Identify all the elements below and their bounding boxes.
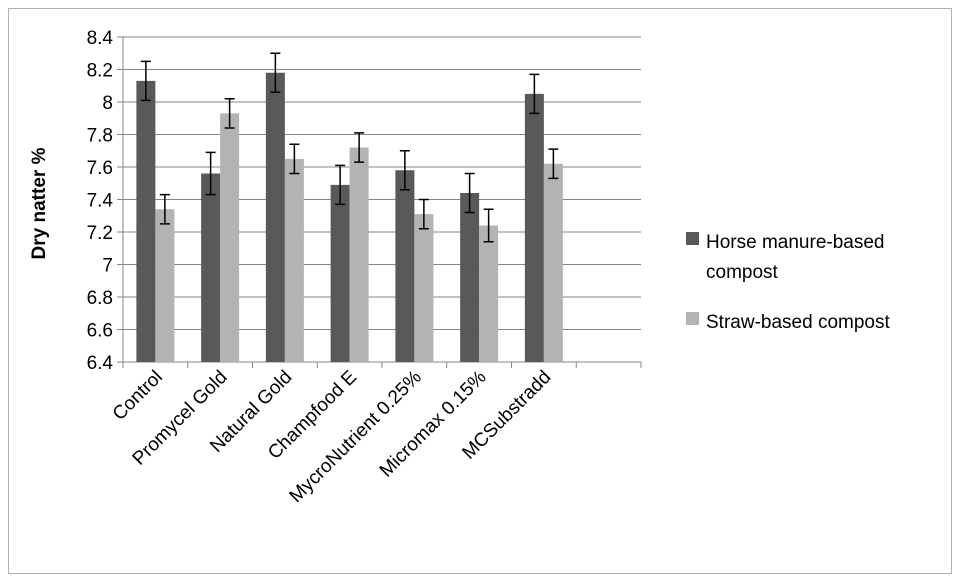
bar-horse-manure (330, 184, 350, 362)
bar-horse-manure (460, 193, 480, 362)
bar-straw (414, 214, 434, 362)
bar-straw (349, 147, 369, 362)
legend-swatch (686, 232, 699, 245)
y-tick-label: 6.4 (87, 353, 114, 374)
bar-straw (155, 209, 175, 362)
y-axis-title: Dry natter % (29, 147, 50, 259)
y-tick-label: 7 (102, 256, 113, 277)
legend-label: compost (706, 262, 779, 283)
bar-horse-manure (265, 72, 285, 362)
y-tick-label: 8.4 (87, 28, 114, 49)
bar-horse-manure (201, 173, 221, 362)
y-tick-label: 6.8 (87, 288, 113, 309)
bar-horse-manure (136, 80, 156, 362)
y-tick-label: 7.2 (87, 223, 113, 244)
y-tick-label: 7.6 (87, 158, 113, 179)
y-tick-label: 7.4 (87, 191, 114, 212)
bar-straw (479, 225, 499, 362)
bar-horse-manure (524, 93, 544, 362)
legend-swatch (686, 312, 699, 325)
bar-straw (543, 163, 563, 362)
y-tick-label: 8 (102, 93, 113, 114)
legend-label: Horse manure-based (706, 232, 884, 253)
bar-straw (220, 113, 240, 362)
y-tick-label: 6.6 (87, 321, 113, 342)
y-tick-label: 8.2 (87, 61, 113, 82)
y-tick-label: 7.8 (87, 126, 113, 147)
legend-label: Straw-based compost (706, 312, 890, 333)
x-tick-label: Control (109, 367, 167, 425)
bar-straw (284, 158, 304, 362)
bar-horse-manure (395, 170, 415, 362)
